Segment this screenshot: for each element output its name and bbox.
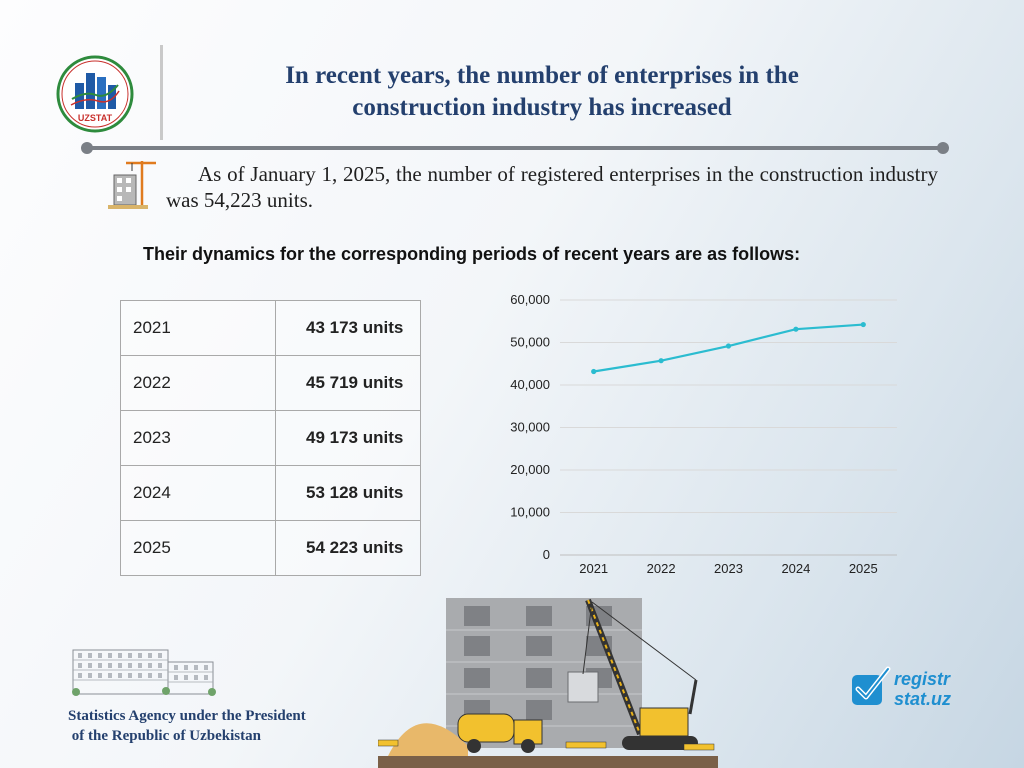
- data-point: [725, 343, 732, 349]
- table-row: 2021 43 173 units: [120, 300, 421, 356]
- table-cell-value: 49 173 units: [275, 410, 421, 466]
- table-cell-value: 43 173 units: [275, 300, 421, 356]
- x-tick-label: 2023: [714, 561, 743, 576]
- agency-name: Statistics Agency under the President of…: [68, 706, 338, 746]
- table-cell-year: 2022: [120, 355, 276, 411]
- y-tick-label: 20,000: [510, 462, 550, 477]
- y-tick-label: 50,000: [510, 335, 550, 350]
- table-cell-value: 53 128 units: [275, 465, 421, 521]
- table-cell-year: 2021: [120, 300, 276, 356]
- table-row: 2024 53 128 units: [120, 465, 421, 521]
- y-tick-label: 30,000: [510, 420, 550, 435]
- data-point: [658, 358, 664, 364]
- registr-text-1: registr: [894, 669, 951, 689]
- registr-text-2: stat.uz: [894, 689, 951, 709]
- logo-text: UZSTAT: [78, 113, 113, 123]
- y-tick-label: 10,000: [510, 505, 550, 520]
- title-line-1: In recent years, the number of enterpris…: [285, 62, 799, 89]
- data-point: [793, 326, 799, 332]
- y-tick-label: 40,000: [510, 377, 550, 392]
- table-cell-year: 2024: [120, 465, 276, 521]
- agency-line-1: Statistics Agency under the President: [68, 708, 306, 724]
- enterprise-table: 2021 43 173 units 2022 45 719 units 2023…: [120, 300, 421, 576]
- section-subheading: Their dynamics for the corresponding per…: [143, 244, 801, 264]
- header-divider: [160, 45, 163, 140]
- data-point: [860, 321, 866, 328]
- table-cell-value: 45 719 units: [275, 355, 421, 411]
- uzstat-logo: UZSTAT: [56, 55, 134, 133]
- table-cell-value: 54 223 units: [275, 520, 421, 576]
- x-tick-label: 2022: [647, 561, 676, 576]
- page-title: In recent years, the number of enterpris…: [200, 60, 884, 124]
- x-tick-label: 2025: [849, 561, 878, 576]
- table-cell-year: 2023: [120, 410, 276, 466]
- registrstat-logo: registr stat.uz: [852, 666, 951, 709]
- y-tick-label: 0: [543, 547, 550, 562]
- construction-crane-icon: [108, 161, 156, 209]
- line-chart: 0 10,000 20,000 30,000 40,000 50,000 60,000 202…: [510, 292, 897, 576]
- table-row: 2025 54 223 units: [120, 520, 421, 576]
- construction-site-illustration: [378, 598, 718, 768]
- agency-line-2: of the Republic of Uzbekistan: [68, 728, 261, 744]
- x-tick-label: 2024: [781, 561, 810, 576]
- table-row: 2023 49 173 units: [120, 410, 421, 466]
- intro-paragraph: As of January 1, 2025, the number of reg…: [166, 162, 938, 212]
- government-building-image: [72, 649, 216, 696]
- y-tick-label: 60,000: [510, 292, 550, 307]
- x-tick-label: 2021: [579, 561, 608, 576]
- table-row: 2022 45 719 units: [120, 355, 421, 411]
- title-line-2: construction industry has increased: [352, 94, 732, 121]
- data-point: [591, 368, 597, 375]
- table-cell-year: 2025: [120, 520, 276, 576]
- header-rule: [81, 142, 949, 154]
